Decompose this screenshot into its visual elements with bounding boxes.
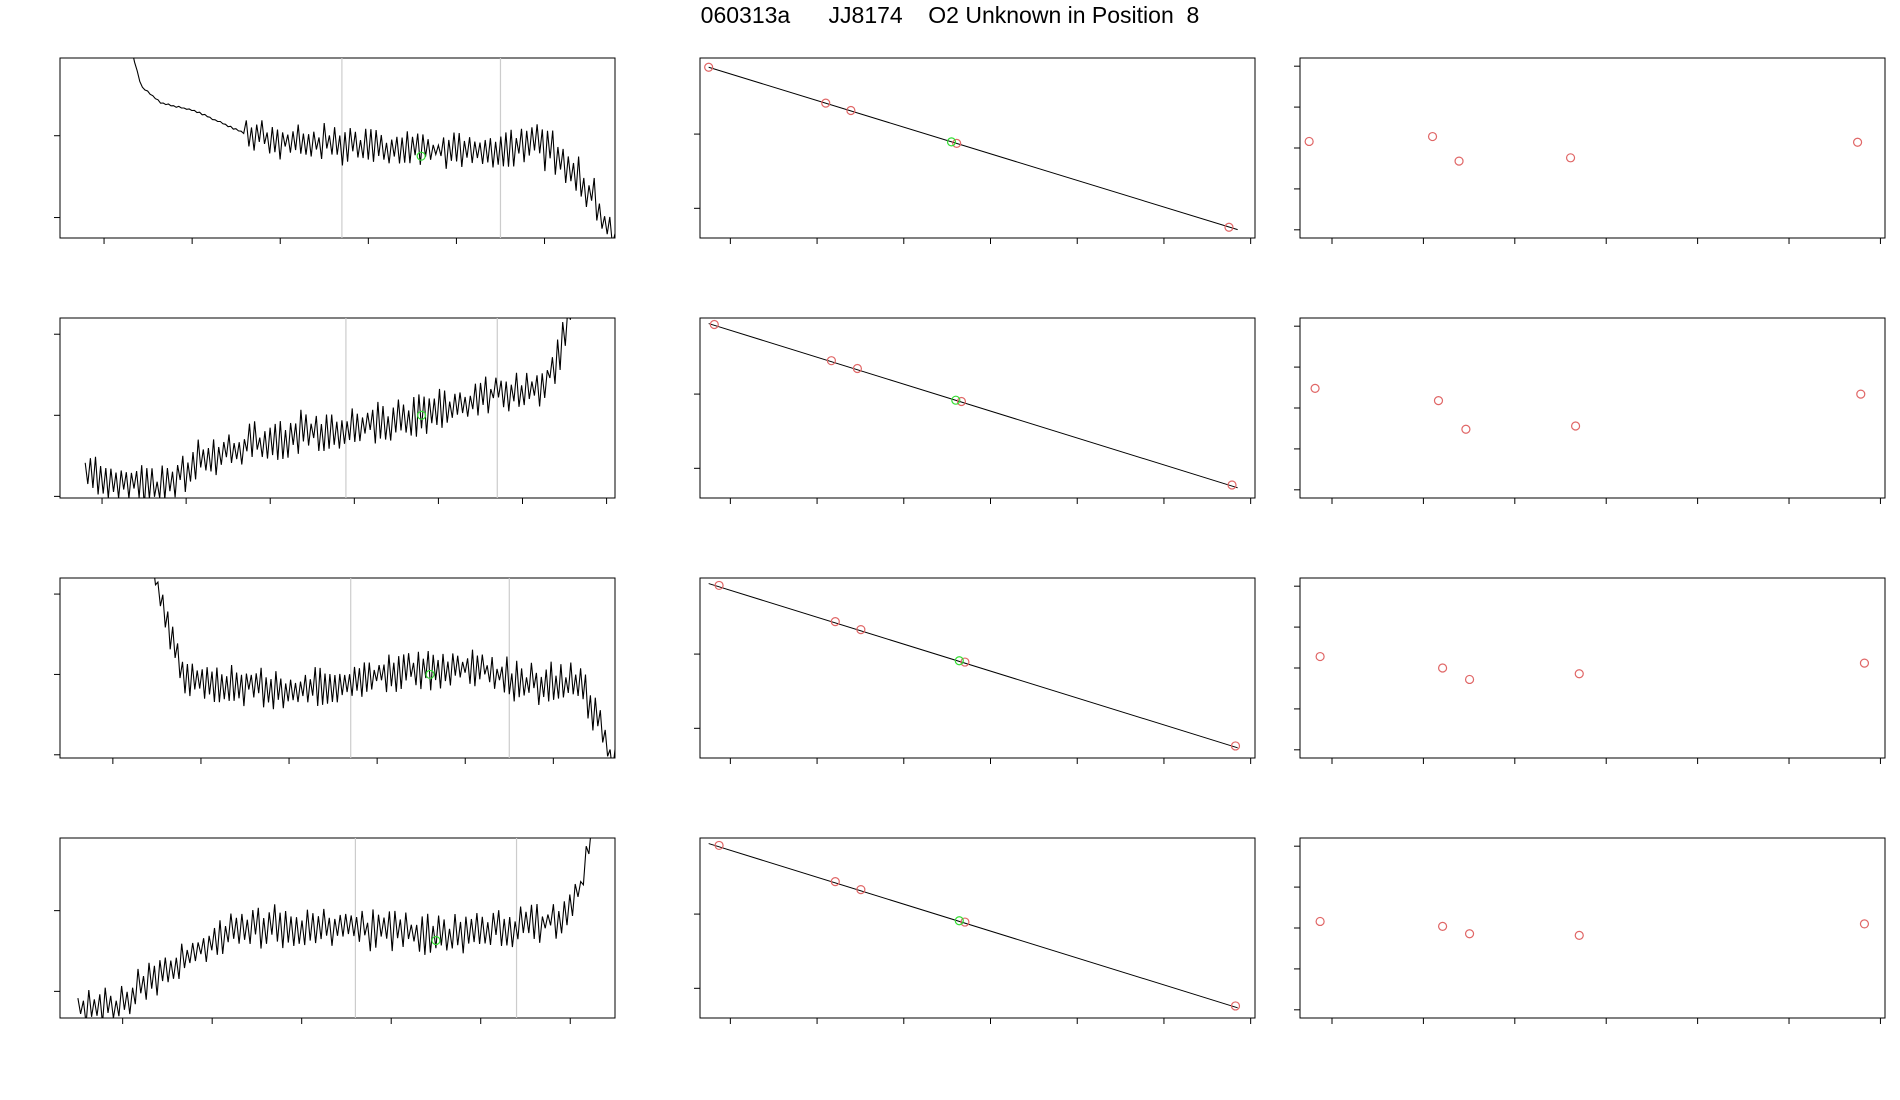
residual-point xyxy=(1464,674,1475,685)
residual-point xyxy=(1574,669,1584,679)
residuals-1 xyxy=(1294,57,1886,244)
residual-point xyxy=(1856,389,1866,399)
known-point xyxy=(1227,480,1237,490)
residual-point xyxy=(1464,929,1475,939)
plot-frame xyxy=(1299,577,1886,759)
known-point xyxy=(856,884,866,895)
residual-point xyxy=(1852,137,1863,147)
plot-frame xyxy=(59,57,616,239)
plot-frame xyxy=(59,317,616,499)
plot-area xyxy=(708,319,1238,490)
plot-area xyxy=(1310,383,1866,434)
plot-area xyxy=(77,838,595,1018)
residual-point xyxy=(1859,919,1870,929)
linear-fit-1 xyxy=(694,57,1256,244)
plot-frame xyxy=(59,837,616,1019)
residual-point xyxy=(1315,651,1325,662)
residual-point xyxy=(1454,156,1464,166)
plot-frame xyxy=(699,57,1256,239)
trace-line xyxy=(133,58,615,238)
known-point xyxy=(1224,222,1234,232)
known-point xyxy=(956,396,967,407)
plot-area xyxy=(708,840,1241,1011)
residual-point xyxy=(1437,921,1448,931)
linear-fit-4 xyxy=(694,837,1256,1024)
plot-area xyxy=(704,62,1238,232)
known-point xyxy=(846,105,856,116)
plot-frame xyxy=(699,577,1256,759)
residual-point xyxy=(1859,658,1870,668)
linear-fit-2 xyxy=(694,317,1256,504)
known-point xyxy=(714,580,724,591)
time-series-3 xyxy=(54,577,616,764)
time-series-4 xyxy=(54,837,616,1024)
plot-frame xyxy=(1299,57,1886,239)
known-point xyxy=(821,98,831,108)
known-point xyxy=(852,363,862,374)
time-series-2 xyxy=(54,317,616,504)
residual-point xyxy=(1570,421,1581,431)
residuals-2 xyxy=(1294,317,1886,504)
plot-frame xyxy=(699,837,1256,1019)
known-point xyxy=(714,840,724,851)
residual-point xyxy=(1427,131,1438,142)
residuals-3 xyxy=(1294,577,1886,764)
plot-frame xyxy=(1299,837,1886,1019)
fit-line xyxy=(708,66,1238,231)
trace-line xyxy=(77,838,595,1018)
unknown-point xyxy=(951,395,961,405)
plot-frame xyxy=(1299,317,1886,499)
known-point xyxy=(960,657,970,667)
known-point xyxy=(952,138,962,148)
linear-fit-3 xyxy=(694,577,1256,764)
known-point xyxy=(704,62,714,72)
unknown-sample-point xyxy=(431,935,441,946)
known-point xyxy=(830,617,840,627)
unknown-point xyxy=(954,916,964,926)
residual-point xyxy=(1437,663,1448,673)
known-point xyxy=(856,624,866,635)
fit-line xyxy=(708,583,1238,749)
residual-point xyxy=(1310,383,1320,393)
plot-area xyxy=(1315,916,1870,940)
residual-point xyxy=(1315,916,1325,927)
unknown-sample-point xyxy=(416,151,426,161)
plot-area xyxy=(1304,131,1863,166)
known-point xyxy=(1230,1001,1241,1011)
known-point xyxy=(1230,741,1241,751)
trace-line xyxy=(84,318,572,498)
residuals-4 xyxy=(1294,837,1886,1024)
plot-frame xyxy=(59,577,616,759)
plot-frame xyxy=(699,317,1256,499)
plot-area xyxy=(1315,651,1870,685)
known-point xyxy=(826,356,836,366)
residual-point xyxy=(1461,424,1471,434)
fit-line xyxy=(708,843,1238,1009)
unknown-sample-point xyxy=(425,669,435,680)
residual-point xyxy=(1565,153,1576,163)
plot-area xyxy=(133,58,615,238)
plot-area xyxy=(708,580,1241,751)
plot-area xyxy=(150,578,615,758)
unknown-point xyxy=(946,137,957,147)
unknown-sample-point xyxy=(416,410,427,420)
known-point xyxy=(960,917,970,927)
plot-area xyxy=(84,318,572,498)
residual-point xyxy=(1574,930,1584,940)
unknown-point xyxy=(954,656,964,666)
known-point xyxy=(830,877,840,887)
residual-point xyxy=(1304,136,1314,147)
trace-line xyxy=(150,578,615,758)
page-title: 060313a JJ8174 O2 Unknown in Position 8 xyxy=(700,2,1200,28)
residual-point xyxy=(1433,396,1444,406)
known-point xyxy=(709,319,719,330)
fit-line xyxy=(708,323,1238,489)
time-series-1 xyxy=(54,57,616,244)
